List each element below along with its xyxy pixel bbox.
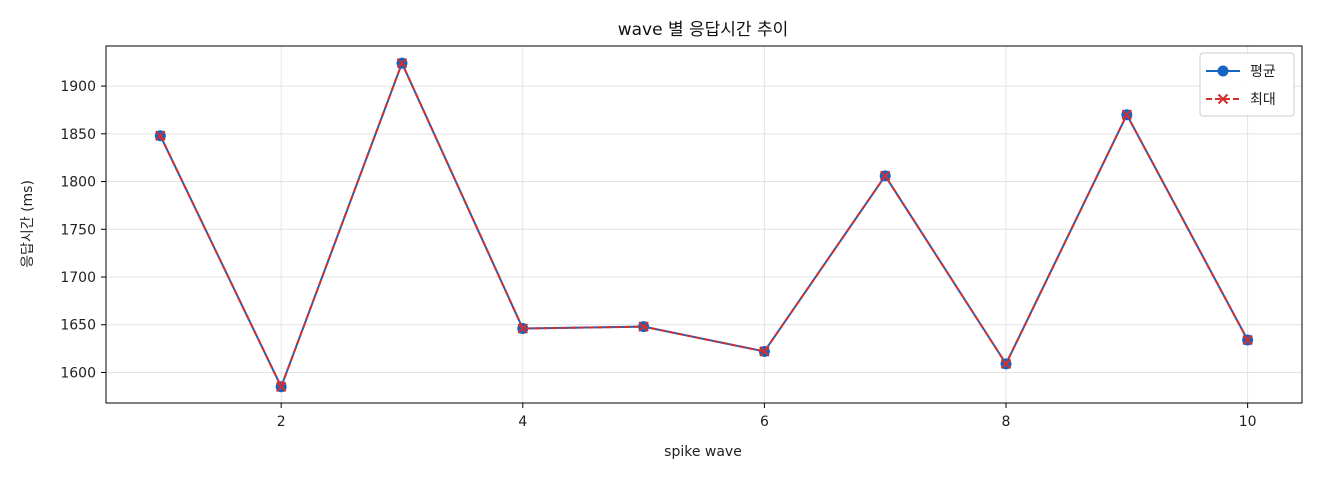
chart-title: wave 별 응답시간 추이: [618, 20, 789, 40]
grid-layer: [106, 46, 1302, 403]
y-tick-label: 1750: [60, 222, 96, 238]
y-tick-label: 1850: [60, 127, 96, 143]
x-marker-stroke: [275, 381, 287, 392]
data-point-series-2: [1242, 334, 1253, 346]
data-point-series-2: [517, 323, 528, 334]
legend-marker-2: [1217, 93, 1229, 105]
x-marker-stroke: [759, 346, 770, 357]
y-tick-label: 1650: [60, 318, 96, 334]
series-line-2: [159, 62, 1249, 388]
legend-label-2: 최대: [1250, 92, 1276, 108]
data-point-series-2: [880, 170, 891, 182]
x-tick-label: 2: [277, 414, 286, 430]
x-axis-title: spike wave: [664, 444, 742, 460]
x-tick-label: 4: [518, 414, 527, 430]
legend-label-1: 평균: [1250, 64, 1276, 80]
y-tick-label: 1600: [60, 365, 96, 381]
axes-layer: 2 4 6 8 10 1600 1650 1700 1750 1800 1850 1900: [60, 45, 1303, 430]
x-marker-stroke: [517, 323, 528, 334]
x-marker-stroke: [1242, 334, 1253, 346]
x-marker-stroke: [1217, 93, 1229, 105]
y-axis-title: 응답시간 (ms): [20, 180, 36, 268]
x-marker-stroke: [1000, 358, 1012, 370]
legend-marker-1: [1217, 65, 1229, 77]
data-point-series-2: [1000, 358, 1012, 370]
x-tick-label: 6: [760, 414, 769, 430]
plot-frame: [105, 45, 1303, 404]
y-tick-label: 1700: [60, 270, 96, 286]
series-line-1: [159, 62, 1249, 388]
x-marker-stroke: [396, 57, 408, 69]
legend-frame: [1199, 52, 1295, 117]
data-point-series-2: [638, 321, 649, 332]
x-marker-stroke: [880, 170, 891, 182]
series-layer: [154, 57, 1254, 393]
y-tick-label: 1800: [60, 175, 96, 191]
x-marker-stroke: [638, 321, 649, 332]
x-tick-label: 8: [1002, 414, 1011, 430]
data-point-series-2: [396, 57, 408, 69]
data-point-series-2: [275, 381, 287, 392]
y-tick-label: 1900: [60, 79, 96, 95]
x-marker-stroke: [1121, 109, 1133, 120]
data-point-series-2: [155, 130, 166, 141]
data-point-series-2: [759, 346, 770, 357]
x-marker-stroke: [155, 130, 166, 141]
data-point-series-2: [1121, 109, 1133, 120]
x-tick-label: 10: [1239, 414, 1257, 430]
